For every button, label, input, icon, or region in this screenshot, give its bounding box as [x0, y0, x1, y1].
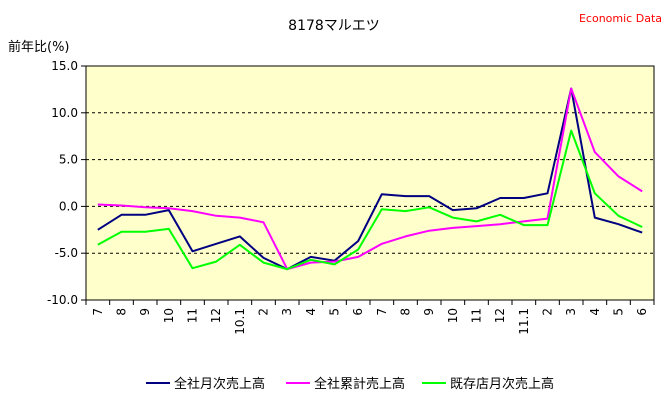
x-tick-label: 10.1	[233, 308, 247, 335]
x-tick-label: 11.1	[517, 308, 531, 335]
series-lines	[97, 87, 643, 271]
plot-area	[85, 65, 655, 301]
x-tick-label: 7	[375, 308, 389, 316]
x-tick-label: 11	[186, 308, 200, 323]
x-tick-label: 6	[351, 308, 365, 316]
x-tick-label: 2	[541, 308, 555, 316]
x-tick-label: 3	[564, 308, 578, 316]
chart-title: 8178マルエツ	[288, 18, 380, 34]
y-tick-label: 10.0	[51, 106, 78, 120]
x-tick-label: 12	[493, 308, 507, 323]
x-tick-label: 8	[399, 308, 413, 316]
x-tick-label: 10	[162, 308, 176, 323]
y-axis-ticks: 15.0 10.0 5.0 0.0 -5.0 -10.0	[47, 59, 86, 307]
x-tick-label: 8	[115, 308, 129, 316]
y-tick-label: 5.0	[59, 153, 78, 167]
x-tick-label: 5	[612, 308, 626, 316]
x-tick-label: 7	[91, 308, 105, 316]
series-line-2	[97, 87, 643, 271]
legend-label: 既存店月次売上高	[450, 376, 554, 392]
x-tick-label: 3	[280, 308, 294, 316]
gridlines	[86, 112, 654, 254]
y-tick-label: -10.0	[47, 293, 78, 307]
x-tick-label: 2	[257, 308, 271, 316]
series-line-3	[97, 129, 643, 271]
source-label: Economic Data	[579, 12, 662, 25]
y-tick-label: 15.0	[51, 59, 78, 73]
x-tick-label: 10	[446, 308, 460, 323]
y-tick-label: -5.0	[55, 246, 78, 260]
x-tick-label: 9	[422, 308, 436, 316]
x-tick-label: 6	[635, 308, 649, 316]
x-tick-label: 12	[209, 308, 223, 323]
x-tick-label: 4	[588, 308, 602, 316]
legend-label: 全社月次売上高	[174, 376, 265, 392]
series-line-1	[97, 87, 643, 271]
x-tick-label: 9	[138, 308, 152, 316]
x-axis-ticks: 7 8 9 10 11 12 10.1 2 3 4 5 6 7 8 9 10 11 12 11.1 2 3 4 5 6	[85, 300, 655, 335]
x-tick-label: 4	[304, 308, 318, 316]
y-axis-label: 前年比(%)	[8, 39, 70, 55]
x-tick-label: 5	[328, 308, 342, 316]
legend: 全社月次売上高 全社累計売上高 既存店月次売上高	[146, 376, 554, 392]
y-tick-label: 0.0	[59, 199, 78, 213]
legend-label: 全社累計売上高	[314, 376, 405, 392]
x-tick-label: 11	[470, 308, 484, 323]
